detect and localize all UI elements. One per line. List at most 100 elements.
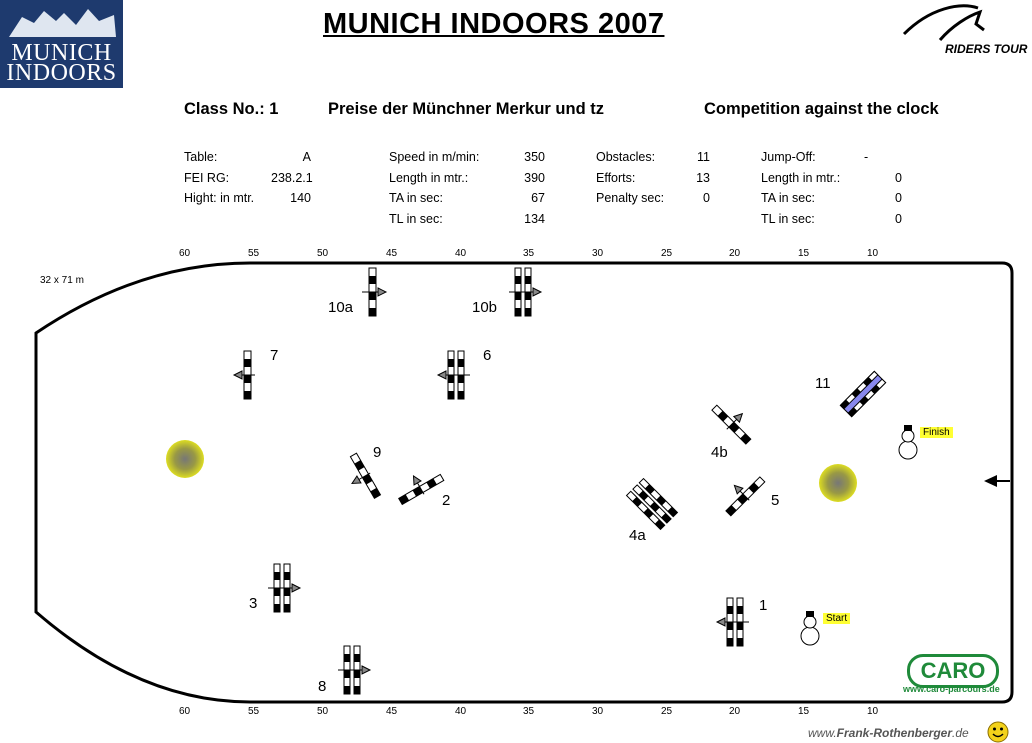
info-label: TL in sec:	[389, 212, 443, 226]
info-value: 0	[895, 191, 902, 205]
fence-label-10b: 10b	[472, 299, 498, 316]
info-label: Length in mtr.:	[761, 171, 841, 185]
start-label: Start	[823, 613, 851, 624]
fence-label-6: 6	[483, 347, 492, 364]
scale-tick: 15	[798, 248, 810, 259]
finish-snowman-icon	[898, 425, 918, 460]
riders-tour-horse-icon	[902, 4, 985, 41]
bush-icon	[166, 440, 204, 478]
info-label: TA in sec:	[389, 191, 443, 205]
fence-3	[268, 563, 302, 613]
fence-1	[715, 597, 749, 647]
info-value: 0	[895, 212, 902, 226]
horse-silhouette-icon	[9, 9, 116, 37]
credit-name: Frank-Rothenberger	[836, 726, 953, 740]
info-label: TA in sec:	[761, 191, 815, 205]
scale-tick: 30	[592, 706, 604, 717]
caro-logo: CARO	[907, 654, 999, 688]
scale-tick: 25	[661, 248, 673, 259]
info-value: 350	[524, 150, 545, 164]
fence-label-8: 8	[318, 678, 327, 695]
fence-label-1: 1	[759, 597, 768, 614]
fence-4b	[711, 404, 752, 445]
munich-indoors-logo: MUNICH INDOORS	[0, 0, 123, 88]
arena-dimensions: 32 x 71 m	[40, 275, 84, 286]
start-snowman-icon	[800, 611, 820, 646]
scale-tick: 60	[179, 706, 191, 717]
info-label: FEI RG:	[184, 171, 230, 185]
fence-10a	[362, 267, 388, 317]
fence-11	[839, 370, 887, 418]
finish-label: Finish	[920, 427, 953, 438]
scale-tick: 35	[523, 248, 535, 259]
info-value: 11	[697, 150, 710, 164]
scale-tick: 55	[248, 248, 260, 259]
credit-suffix: .de	[952, 726, 969, 740]
scale-tick: 30	[592, 248, 604, 259]
fence-label-5: 5	[771, 492, 780, 509]
page-title: MUNICH INDOORS 2007	[323, 8, 665, 40]
fence-8	[338, 645, 372, 695]
credit-prefix: www.	[808, 726, 837, 740]
smiley-icon	[987, 721, 1009, 743]
fence-label-4b: 4b	[711, 444, 728, 461]
info-value: 140	[290, 191, 311, 205]
fence-label-11: 11	[815, 375, 831, 392]
scale-tick: 15	[798, 706, 810, 717]
entry-arrow-icon	[984, 475, 1010, 487]
scale-tick: 25	[661, 706, 673, 717]
info-label: TL in sec:	[761, 212, 815, 226]
class-name: Preise der Münchner Merkur und tz	[328, 100, 604, 118]
arena-outline	[34, 261, 1014, 704]
info-value: 67	[531, 191, 545, 205]
info-value: 390	[524, 171, 545, 185]
scale-tick: 45	[386, 248, 398, 259]
competition-type: Competition against the clock	[704, 100, 939, 118]
info-label: Table:	[184, 150, 218, 164]
logo-line-2: INDOORS	[6, 60, 117, 86]
fence-label-7: 7	[270, 347, 279, 364]
scale-tick: 45	[386, 706, 398, 717]
scale-tick: 20	[729, 706, 741, 717]
fence-7	[232, 350, 255, 400]
scale-tick: 40	[455, 706, 467, 717]
fence-label-9: 9	[373, 444, 382, 461]
scale-tick: 10	[867, 248, 879, 259]
info-value: 0	[895, 171, 902, 185]
scale-tick: 40	[455, 248, 467, 259]
bush-icon	[819, 464, 857, 502]
info-value: -	[864, 150, 869, 164]
info-label: Jump-Off:	[761, 150, 816, 164]
info-label: Length in mtr.:	[389, 171, 469, 185]
fence-label-3: 3	[249, 595, 258, 612]
info-label: Speed in m/min:	[389, 150, 480, 164]
scale-tick: 50	[317, 706, 329, 717]
scale-tick: 35	[523, 706, 535, 717]
fence-2	[398, 473, 445, 506]
info-value: 134	[524, 212, 545, 226]
fence-label-10a: 10a	[328, 299, 354, 316]
photographer-credit: www.Frank-Rothenberger.de	[808, 726, 969, 740]
info-label: Hight: in mtr.	[184, 191, 255, 205]
fence-6	[436, 350, 470, 400]
info-value: 238.2.1	[271, 171, 313, 185]
fence-9	[349, 452, 382, 499]
fence-label-4a: 4a	[629, 527, 646, 544]
riders-tour-logo: RIDERS TOUR	[945, 42, 1028, 56]
fence-10b	[509, 267, 543, 317]
info-label: Penalty sec:	[596, 191, 665, 205]
fence-4a	[625, 477, 679, 531]
scale-tick: 10	[867, 706, 879, 717]
scale-tick: 55	[248, 706, 260, 717]
info-label: Obstacles:	[596, 150, 656, 164]
logo-line-1: MUNICH	[11, 40, 112, 66]
scale-tick: 60	[179, 248, 191, 259]
info-label: Efforts:	[596, 171, 636, 185]
fence-label-2: 2	[442, 492, 451, 509]
info-value: A	[302, 150, 311, 164]
scale-tick: 20	[729, 248, 741, 259]
info-value: 13	[696, 171, 710, 185]
class-number: Class No.: 1	[184, 100, 279, 118]
info-value: 0	[703, 191, 710, 205]
